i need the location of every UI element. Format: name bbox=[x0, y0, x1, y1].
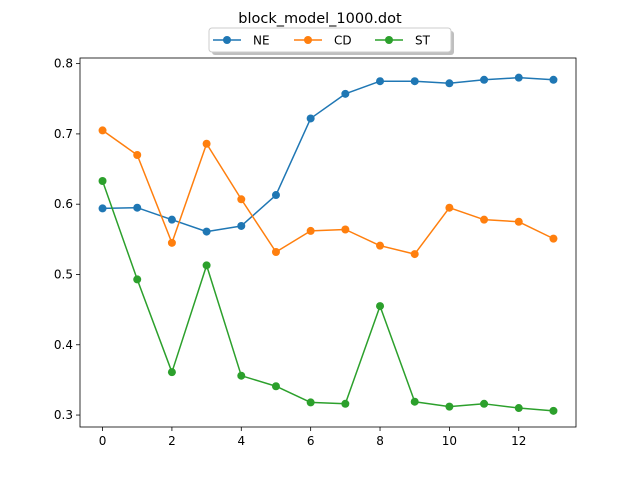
data-point-st bbox=[480, 399, 489, 408]
legend-marker-cd bbox=[304, 36, 312, 44]
data-point-st bbox=[237, 371, 246, 380]
data-point-cd bbox=[237, 195, 246, 204]
chart-title: block_model_1000.dot bbox=[238, 11, 402, 27]
data-point-ne bbox=[410, 77, 419, 86]
data-point-st bbox=[98, 177, 107, 185]
y-tick-label: 0.5 bbox=[54, 267, 73, 281]
x-tick-label: 4 bbox=[237, 434, 245, 448]
data-point-cd bbox=[480, 215, 489, 224]
legend-box bbox=[208, 27, 452, 53]
x-tick-label: 0 bbox=[99, 434, 107, 448]
series-line-cd bbox=[102, 129, 554, 255]
legend-marker-ne bbox=[223, 36, 231, 44]
data-point-ne bbox=[271, 191, 280, 200]
data-point-ne bbox=[237, 221, 246, 230]
data-point-st bbox=[167, 368, 176, 377]
data-point-ne bbox=[98, 204, 107, 213]
legend-marker-st bbox=[385, 36, 393, 44]
data-point-ne bbox=[514, 73, 523, 82]
y-tick-label: 0.6 bbox=[54, 197, 73, 211]
data-point-cd bbox=[445, 203, 454, 212]
legend-label-ne: NE bbox=[253, 34, 270, 48]
data-point-cd bbox=[271, 247, 280, 256]
data-point-ne bbox=[445, 79, 454, 88]
data-point-st bbox=[306, 398, 315, 407]
x-tick-label: 6 bbox=[307, 434, 315, 448]
data-point-cd bbox=[202, 139, 211, 148]
data-point-cd bbox=[133, 150, 142, 159]
data-point-cd bbox=[98, 126, 107, 135]
data-point-ne bbox=[167, 215, 176, 224]
legend-label-cd: CD bbox=[334, 34, 352, 48]
y-tick-label: 0.8 bbox=[54, 57, 73, 71]
y-tick-label: 0.4 bbox=[54, 338, 73, 352]
data-point-ne bbox=[341, 89, 350, 98]
data-point-ne bbox=[549, 75, 558, 84]
x-tick-label: 12 bbox=[511, 434, 526, 448]
axes-frame bbox=[79, 57, 577, 428]
x-tick-label: 8 bbox=[376, 434, 384, 448]
data-point-ne bbox=[202, 227, 211, 236]
plot-area: 0 2 4 6 8 10 12 0.3 0.4 0.5 0.6 0.7 0.8 bbox=[54, 57, 577, 448]
data-point-st bbox=[271, 382, 280, 391]
data-point-st bbox=[514, 404, 523, 413]
series-line-ne bbox=[102, 76, 554, 233]
legend: NE CD ST bbox=[208, 27, 454, 55]
data-point-ne bbox=[376, 77, 385, 86]
data-point-st bbox=[133, 275, 142, 284]
data-point-cd bbox=[514, 217, 523, 226]
data-point-cd bbox=[410, 250, 419, 259]
data-point-st bbox=[376, 302, 385, 311]
data-point-st bbox=[341, 399, 350, 408]
data-point-ne bbox=[480, 75, 489, 84]
data-point-st bbox=[549, 406, 558, 415]
data-point-st bbox=[445, 402, 454, 411]
legend-label-st: ST bbox=[415, 34, 431, 48]
data-point-cd bbox=[549, 234, 558, 243]
data-point-cd bbox=[341, 225, 350, 234]
x-tick-label: 2 bbox=[168, 434, 176, 448]
data-point-cd bbox=[306, 226, 315, 235]
data-point-st bbox=[410, 397, 419, 406]
x-tick-label: 10 bbox=[442, 434, 457, 448]
data-point-cd bbox=[167, 238, 176, 247]
data-point-ne bbox=[306, 114, 315, 123]
data-point-ne bbox=[133, 203, 142, 212]
series-line-st bbox=[101, 180, 554, 412]
data-point-cd bbox=[376, 241, 385, 250]
data-point-st bbox=[202, 261, 211, 270]
y-tick-label: 0.7 bbox=[54, 127, 73, 141]
y-tick-label: 0.3 bbox=[54, 408, 73, 422]
